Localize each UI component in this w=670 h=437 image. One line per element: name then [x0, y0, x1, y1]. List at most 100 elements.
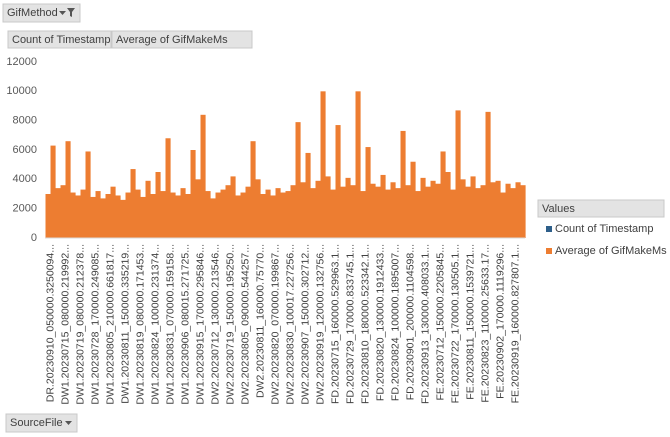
bar — [155, 172, 161, 238]
bar — [180, 188, 186, 238]
bar — [290, 185, 296, 238]
bar — [335, 125, 341, 238]
bar — [345, 177, 351, 238]
bar — [165, 138, 171, 238]
bar — [490, 182, 496, 238]
filter-label: GifMethod — [7, 7, 58, 19]
x-tick-label: FD.20230715_160000.529963.1... — [329, 244, 341, 404]
bar — [185, 194, 191, 238]
axis-button[interactable] — [5, 413, 78, 433]
bar — [50, 145, 56, 238]
bar — [210, 198, 216, 238]
legend-swatch — [546, 248, 552, 254]
x-tick-label: FD.20230729_170000.833745.1... — [344, 244, 356, 404]
bar — [500, 192, 506, 238]
bar — [60, 185, 66, 238]
bar — [375, 186, 381, 238]
bar — [115, 195, 121, 238]
x-tick-label: DW1.20230824_100000.231374... — [149, 244, 161, 405]
x-tick-label: DW2.20230820_070000.199867... — [269, 244, 281, 405]
bar — [170, 192, 176, 238]
bar — [90, 196, 96, 238]
bar — [285, 191, 291, 238]
bar — [520, 185, 526, 238]
bar — [150, 194, 156, 238]
bar — [420, 177, 426, 238]
bar — [505, 183, 511, 238]
bar — [495, 180, 501, 238]
x-tick-label: FE.20230919_160000.827807.1... — [509, 244, 521, 403]
x-tick-label: DR.20230910_050000.3250094... — [44, 244, 56, 402]
x-tick-label: DW2.20230907_150000.302712... — [299, 244, 311, 405]
x-tick-label: FE.20230823_110000.25633.17... — [479, 244, 491, 403]
legend-title: Values — [542, 203, 575, 215]
x-tick-label: FE.20230712_150000.2205845... — [434, 244, 446, 400]
x-tick-label: DW1.20230719_080000.212378... — [74, 244, 86, 405]
filter-button[interactable] — [2, 3, 81, 23]
x-tick-label: FE.20230902_170000.1119296... — [494, 244, 506, 399]
bar — [400, 130, 406, 238]
bar — [140, 196, 146, 238]
bar — [105, 194, 111, 238]
bar — [205, 191, 211, 238]
bar — [455, 110, 461, 238]
bar — [475, 188, 481, 238]
bar — [430, 180, 436, 238]
y-tick-label: 12000 — [6, 56, 37, 68]
bar — [385, 189, 391, 238]
bar — [310, 188, 316, 238]
bar — [55, 188, 61, 238]
dropdown-icon — [65, 421, 72, 425]
y-tick-label: 4000 — [13, 173, 37, 185]
bar — [240, 192, 246, 238]
bar — [275, 188, 281, 238]
bar — [110, 186, 116, 238]
bar — [390, 182, 396, 238]
bar — [195, 179, 201, 238]
bar — [220, 189, 226, 238]
value-button[interactable] — [7, 30, 112, 49]
bar — [215, 192, 221, 238]
bar — [125, 192, 131, 238]
bar — [465, 186, 471, 238]
bar — [480, 185, 486, 238]
bar — [510, 188, 516, 238]
bar — [470, 176, 476, 238]
bar — [145, 180, 151, 238]
bar — [445, 172, 451, 238]
bar — [245, 186, 251, 238]
bar — [85, 151, 91, 238]
y-tick-label: 10000 — [6, 85, 37, 97]
bar — [485, 111, 491, 238]
x-tick-label: DW1.20230805_210000.661817... — [104, 244, 116, 405]
bar — [325, 176, 331, 238]
filter-icon — [59, 8, 75, 17]
bar — [120, 199, 126, 238]
bar — [395, 188, 401, 238]
bar — [295, 122, 301, 238]
bar — [515, 182, 521, 238]
bar — [315, 180, 321, 238]
bar — [270, 195, 276, 238]
y-tick-label: 0 — [31, 232, 37, 244]
bar — [75, 195, 81, 238]
x-tick-label: DW1.20230728_170000.249085... — [89, 244, 101, 405]
bar — [350, 185, 356, 238]
y-tick-label: 8000 — [13, 115, 37, 127]
bar — [70, 192, 76, 238]
value-label: Average of GifMakeMs — [116, 34, 228, 46]
x-tick-label: FD.20230820_130000.1912433... — [374, 244, 386, 401]
bar — [365, 147, 371, 238]
bar — [380, 174, 386, 238]
bar — [320, 91, 326, 238]
value-button[interactable] — [111, 30, 253, 49]
x-tick-label: FD.20230824_100000.1895007... — [389, 244, 401, 401]
bar — [425, 186, 431, 238]
x-tick-label: DW1.20230906_080015.271725... — [179, 244, 191, 405]
bar — [260, 194, 266, 238]
x-tick-label: FE.20230811_150000.1539721... — [464, 244, 476, 400]
bar — [265, 189, 271, 238]
bar — [405, 185, 411, 238]
x-tick-label: DW2.20230719_150000.195250... — [224, 244, 236, 405]
bar — [440, 151, 446, 238]
